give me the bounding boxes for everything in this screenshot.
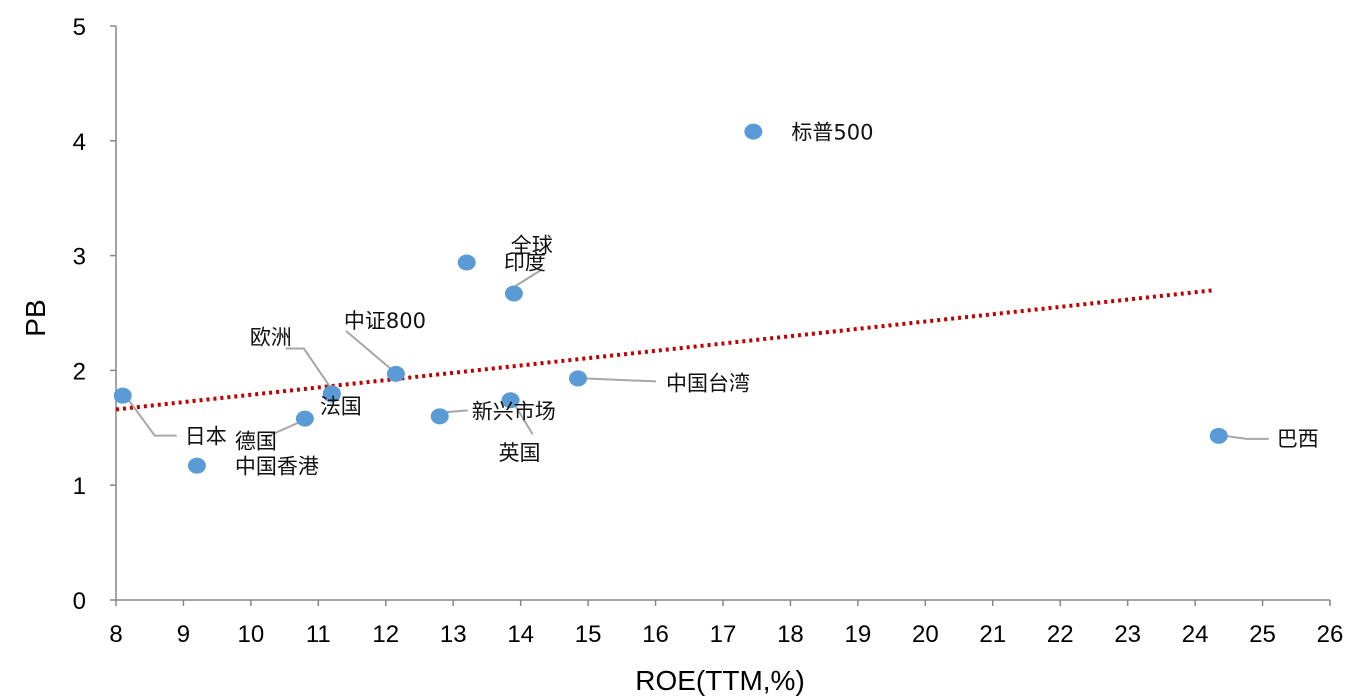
point-label: 印度 (504, 250, 546, 274)
axes (110, 25, 1331, 606)
data-point (568, 370, 587, 387)
trendline-group (115, 288, 1216, 412)
x-tick-label: 13 (440, 621, 467, 648)
leader-line (443, 409, 468, 414)
x-tick-label: 15 (575, 621, 602, 648)
data-point (295, 410, 314, 427)
x-tick-label: 8 (109, 621, 122, 648)
point-label: 法国 (320, 394, 362, 418)
x-tick-label: 25 (1249, 621, 1276, 648)
data-point (187, 457, 206, 474)
point-label: 巴西 (1277, 427, 1319, 451)
point-label: 标普500 (791, 121, 873, 145)
point-label: 全球 (511, 233, 553, 257)
data-point (504, 285, 523, 302)
y-tick-label: 5 (73, 14, 86, 41)
x-tick-label: 14 (507, 621, 534, 648)
y-tick-label: 3 (73, 244, 86, 271)
point-label: 英国 (499, 441, 541, 465)
x-tick-label: 18 (777, 621, 804, 648)
data-points (113, 123, 1228, 474)
point-label: 欧洲 (250, 326, 292, 350)
data-point (501, 392, 520, 409)
y-axis-title: PB (20, 299, 51, 336)
leader-line (266, 420, 302, 438)
tick-labels: 8 9 10 11 12 13 14 15 16 17 18 19 20 21 22 23 24 25 260123… (73, 14, 1344, 648)
y-tick-label: 4 (73, 129, 86, 156)
leader-line (513, 403, 534, 435)
point-label: 中证800 (344, 309, 426, 333)
data-point (113, 387, 132, 404)
data-point (386, 365, 405, 382)
leader-line (126, 398, 177, 437)
x-tick-label: 16 (642, 621, 669, 648)
y-tick-label: 1 (73, 473, 86, 500)
data-point (1209, 427, 1228, 444)
x-tick-label: 17 (710, 621, 737, 648)
data-point (457, 254, 476, 271)
x-tick-label: 20 (912, 621, 939, 648)
x-tick-label: 22 (1047, 621, 1074, 648)
x-tick-label: 26 (1317, 621, 1344, 648)
data-point (430, 408, 449, 425)
point-label: 新兴市场 (472, 399, 556, 423)
x-axis-title: ROE(TTM,%) (635, 665, 805, 696)
x-tick-label: 19 (845, 621, 872, 648)
x-tick-label: 12 (372, 621, 399, 648)
x-tick-label: 21 (979, 621, 1006, 648)
x-tick-label: 10 (238, 621, 265, 648)
leader-line (345, 330, 393, 371)
point-label: 中国香港 (235, 455, 319, 479)
x-tick-label: 23 (1114, 621, 1141, 648)
point-label: 中国台湾 (666, 371, 750, 395)
y-tick-label: 2 (73, 358, 86, 385)
y-tick-label: 0 (73, 588, 86, 615)
data-point (744, 123, 763, 140)
trendline (115, 288, 1216, 412)
point-label: 日本 (185, 425, 227, 449)
data-point (322, 385, 341, 402)
x-tick-label: 11 (306, 621, 331, 648)
leader-line (285, 347, 333, 391)
leader-line (1224, 434, 1269, 440)
leader-line (583, 377, 657, 383)
x-tick-label: 24 (1182, 621, 1209, 648)
x-tick-label: 9 (177, 621, 190, 648)
point-label: 德国 (235, 430, 277, 454)
